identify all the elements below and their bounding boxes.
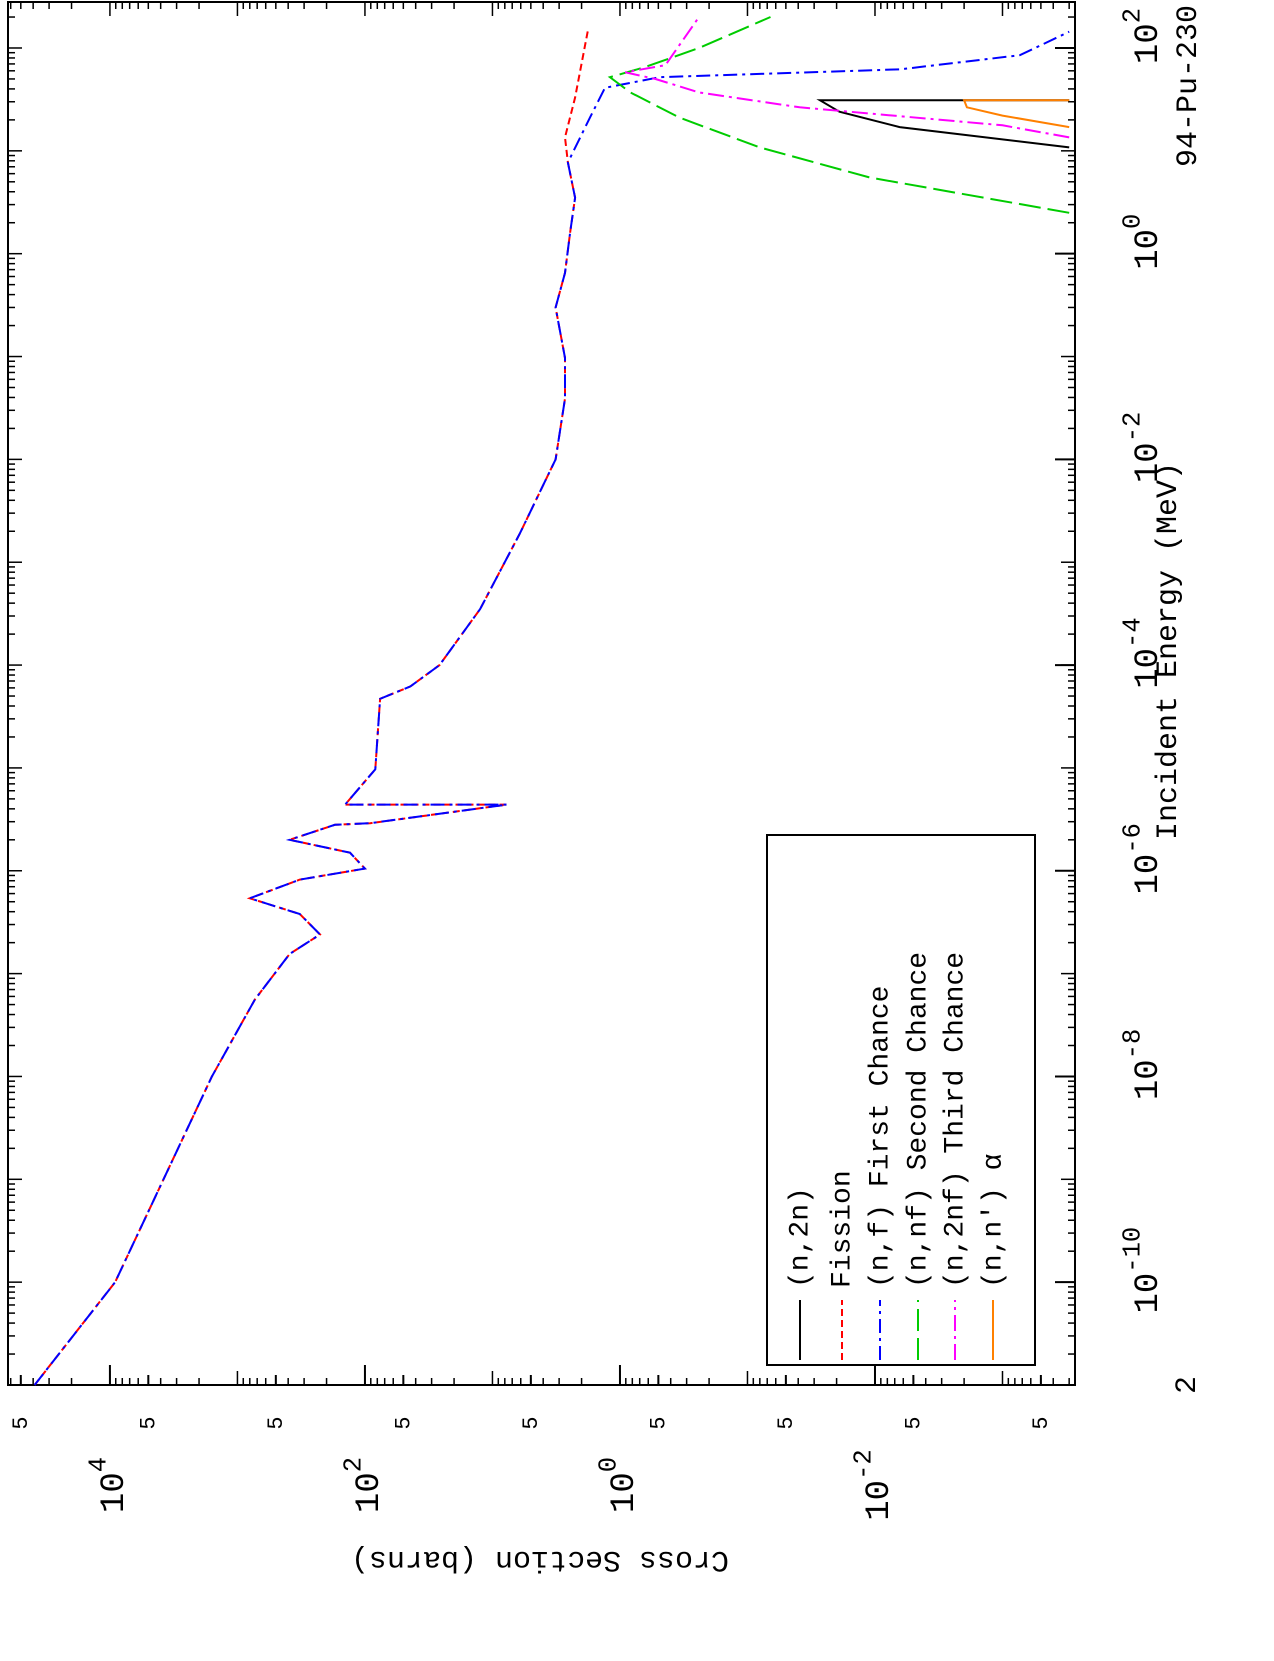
x-tick-label: 102 <box>1118 8 1168 64</box>
y-tick-label-base: 10 <box>861 1480 899 1521</box>
y-tick-label-base: 5 <box>1029 1416 1054 1429</box>
y-tick-label: 5 <box>264 1416 289 1429</box>
x-tick-label: 10-10 <box>1118 1227 1168 1314</box>
y-tick-label: 10-2 <box>849 1449 899 1520</box>
x-tick-label: 10-6 <box>1118 823 1168 894</box>
y-tick-label-base: 10 <box>606 1472 644 1513</box>
x-tick-label-exp: -4 <box>1118 617 1147 648</box>
y-tick-label-base: 5 <box>264 1416 289 1429</box>
x-tick-label: 100 <box>1118 214 1168 270</box>
x-tick-label-base: 10 <box>1130 1273 1168 1314</box>
x-tick-label-base: 10 <box>1130 23 1168 64</box>
legend-label: (n,n') α <box>978 1154 1009 1288</box>
legend-label: (n,2n) <box>785 1187 816 1288</box>
y-axis-label: Cross Section (barns) <box>351 1542 729 1576</box>
x-tick-label: 10-2 <box>1118 412 1168 483</box>
y-tick-label-exp: 2 <box>339 1457 368 1472</box>
y-tick-label: 5 <box>391 1416 416 1429</box>
y-tick-label-base: 5 <box>9 1416 34 1429</box>
series-line <box>624 16 1070 139</box>
legend-label: Fission <box>827 1170 858 1288</box>
x-tick-label-exp: 0 <box>1118 214 1147 229</box>
series-line <box>33 30 1070 1386</box>
series-line <box>607 16 1070 214</box>
legend-label: (n,nf) Second Chance <box>903 952 934 1288</box>
annotation: 94-Pu-230 <box>1172 5 1206 167</box>
y-tick-label: 5 <box>774 1416 799 1429</box>
y-tick-label: 5 <box>901 1416 926 1429</box>
plot-frame <box>7 1 1076 1386</box>
x-tick-label-exp: -10 <box>1118 1227 1147 1273</box>
series-line <box>962 99 1070 129</box>
x-axis-label: Incident Energy (MeV) <box>1152 462 1186 840</box>
y-tick-label-base: 5 <box>519 1416 544 1429</box>
x-tick-label: 10-4 <box>1118 617 1168 688</box>
x-tick-label-exp: -6 <box>1118 823 1147 854</box>
x-tick-label-exp: 2 <box>1118 8 1147 23</box>
y-tick-label-exp: -2 <box>849 1449 878 1480</box>
y-tick-label-base: 5 <box>391 1416 416 1429</box>
x-tick-label-base: 10 <box>1130 648 1168 689</box>
legend-box <box>766 834 1036 1366</box>
y-tick-label-exp: 4 <box>84 1457 113 1472</box>
y-tick-label: 5 <box>646 1416 671 1429</box>
y-tick-label: 100 <box>594 1457 644 1513</box>
y-tick-label: 5 <box>1029 1416 1054 1429</box>
y-tick-label: 5 <box>136 1416 161 1429</box>
x-tick-label-base: 10 <box>1130 229 1168 270</box>
page-number: 2 <box>1171 1376 1205 1394</box>
legend-label: (n,f) First Chance <box>865 986 896 1288</box>
y-tick-label-base: 5 <box>136 1416 161 1429</box>
y-tick-label: 104 <box>84 1457 134 1513</box>
y-tick-label-exp: 0 <box>594 1457 623 1472</box>
x-tick-label-base: 10 <box>1130 854 1168 895</box>
y-tick-label-base: 10 <box>96 1472 134 1513</box>
series-line <box>816 99 1070 149</box>
y-tick-label-base: 5 <box>646 1416 671 1429</box>
x-tick-label-exp: -2 <box>1118 412 1147 443</box>
y-tick-label: 102 <box>339 1457 389 1513</box>
y-tick-label: 5 <box>519 1416 544 1429</box>
y-tick-label-base: 10 <box>351 1472 389 1513</box>
x-tick-label-base: 10 <box>1130 442 1168 483</box>
y-tick-label-base: 5 <box>774 1416 799 1429</box>
y-tick-label: 5 <box>9 1416 34 1429</box>
series-line <box>33 29 589 1386</box>
x-tick-label: 10-8 <box>1118 1029 1168 1100</box>
y-tick-label-base: 5 <box>901 1416 926 1429</box>
x-tick-label-exp: -8 <box>1118 1029 1147 1060</box>
legend-label: (n,2nf) Third Chance <box>940 952 971 1288</box>
x-tick-label-base: 10 <box>1130 1059 1168 1100</box>
